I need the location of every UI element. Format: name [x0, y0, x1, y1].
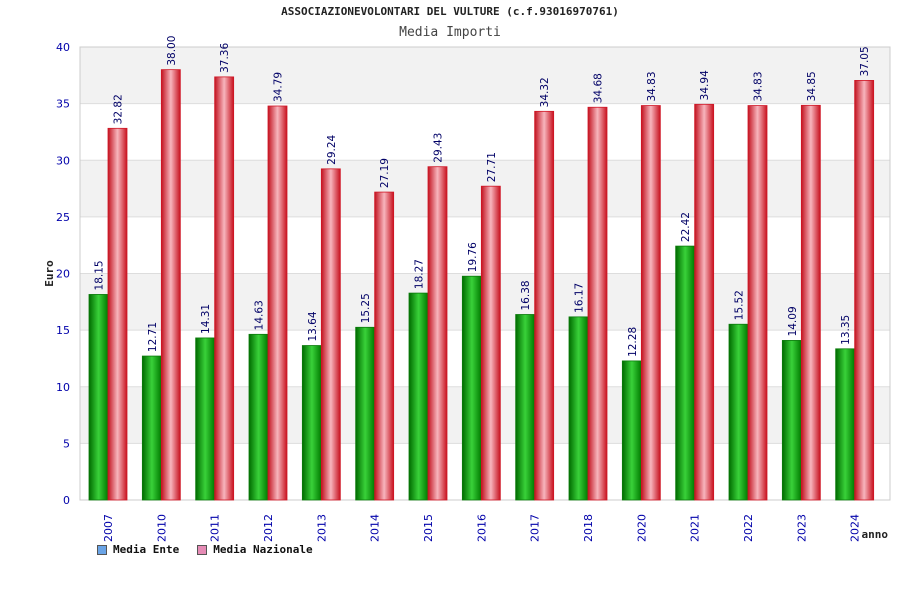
bar-nazionale	[800, 104, 821, 501]
data-label: 37.36	[219, 43, 231, 73]
x-tick-label: 2011	[209, 514, 222, 542]
bar-ente	[781, 340, 802, 501]
data-label: 27.71	[486, 152, 498, 182]
chart-title: ASSOCIAZIONEVOLONTARI DEL VULTURE (c.f.9…	[281, 5, 619, 18]
bar-ente	[408, 292, 429, 501]
data-label: 34.83	[753, 71, 765, 101]
bar-ente	[195, 337, 216, 501]
legend-item-nazionale: Media Nazionale	[197, 543, 313, 556]
y-tick-label: 40	[56, 41, 70, 54]
y-tick-label: 30	[56, 154, 70, 167]
y-tick-label: 5	[63, 437, 70, 450]
data-label: 14.63	[254, 300, 266, 330]
x-tick-label: 2014	[369, 514, 382, 542]
x-tick-label: 2013	[315, 514, 328, 542]
bar-nazionale	[320, 168, 341, 501]
y-tick-label: 35	[56, 98, 70, 111]
bar-ente	[621, 360, 642, 501]
bar-nazionale	[587, 106, 608, 501]
data-label: 16.17	[574, 283, 586, 313]
y-tick-label: 0	[63, 494, 70, 507]
data-label: 14.09	[787, 306, 799, 336]
bar-ente	[355, 326, 376, 501]
data-label: 29.43	[433, 133, 445, 163]
x-tick-label: 2022	[742, 514, 755, 542]
x-tick-label: 2015	[422, 514, 435, 542]
bar-ente	[461, 275, 482, 501]
data-label: 38.00	[166, 36, 178, 66]
data-label: 34.85	[806, 71, 818, 101]
bar-nazionale	[374, 191, 395, 501]
data-label: 27.19	[379, 158, 391, 188]
chart-subtitle: Media Importi	[399, 25, 501, 40]
x-tick-label: 2017	[529, 514, 542, 542]
x-tick-label: 2007	[102, 514, 115, 542]
data-label: 37.05	[859, 46, 871, 76]
x-tick-label: 2024	[849, 514, 862, 542]
data-label: 15.25	[360, 293, 372, 323]
legend-swatch-ente	[97, 544, 107, 555]
bar-nazionale	[214, 76, 235, 501]
bar-nazionale	[694, 103, 715, 501]
bar-ente	[88, 294, 109, 501]
bar-ente	[675, 245, 696, 501]
data-label: 34.68	[593, 73, 605, 103]
x-tick-label: 2018	[582, 514, 595, 542]
bar-nazionale	[267, 105, 288, 501]
x-axis-label: anno	[862, 528, 889, 541]
data-label: 34.32	[539, 77, 551, 107]
bar-nazionale	[640, 105, 661, 501]
bar-nazionale	[107, 127, 128, 501]
bar-ente	[141, 355, 162, 501]
legend-label-nazionale: Media Nazionale	[213, 543, 313, 556]
data-label: 34.94	[699, 70, 711, 100]
data-label: 32.82	[113, 94, 125, 124]
y-tick-label: 20	[56, 268, 70, 281]
bar-nazionale	[854, 80, 875, 501]
data-label: 18.27	[414, 259, 426, 289]
bar-ente	[248, 333, 269, 501]
x-tick-label: 2020	[635, 514, 648, 542]
y-tick-label: 10	[56, 381, 70, 394]
legend: Media Ente Media Nazionale	[97, 543, 313, 556]
bar-ente	[835, 348, 856, 501]
data-label: 15.52	[734, 290, 746, 320]
x-tick-label: 2021	[689, 514, 702, 542]
y-tick-label: 25	[56, 211, 70, 224]
legend-item-ente: Media Ente	[97, 543, 179, 556]
data-label: 18.15	[94, 260, 106, 290]
x-tick-label: 2012	[262, 514, 275, 542]
y-axis-label: Euro	[43, 260, 56, 287]
bar-nazionale	[480, 185, 501, 501]
bar-nazionale	[427, 166, 448, 501]
bar-nazionale	[747, 105, 768, 501]
data-label: 13.64	[307, 311, 319, 341]
data-label: 12.71	[147, 322, 159, 352]
bar-nazionale	[534, 110, 555, 501]
x-tick-label: 2016	[475, 514, 488, 542]
data-label: 34.79	[273, 72, 285, 102]
data-label: 19.76	[467, 242, 479, 272]
data-label: 13.35	[840, 315, 852, 345]
x-tick-label: 2010	[155, 514, 168, 542]
bar-ente	[728, 323, 749, 501]
y-tick-label: 15	[56, 324, 70, 337]
data-label: 34.83	[646, 71, 658, 101]
data-label: 29.24	[326, 134, 338, 164]
legend-label-ente: Media Ente	[113, 543, 180, 556]
data-label: 22.42	[680, 212, 692, 242]
bar-nazionale	[160, 69, 181, 501]
bar-ente	[301, 345, 322, 501]
grid-band	[80, 47, 890, 104]
bar-ente	[515, 314, 536, 501]
data-label: 12.28	[627, 327, 639, 357]
legend-swatch-nazionale	[197, 544, 208, 555]
data-label: 14.31	[200, 304, 212, 334]
bar-ente	[568, 316, 589, 501]
data-label: 16.38	[520, 280, 532, 310]
x-tick-label: 2023	[795, 514, 808, 542]
